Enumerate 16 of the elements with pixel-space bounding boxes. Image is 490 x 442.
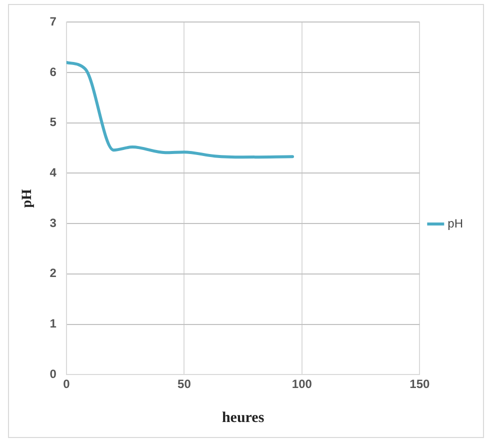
x-tick-label: 100	[292, 377, 312, 392]
y-tick-label: 0	[50, 366, 57, 381]
y-tick-label: 6	[50, 64, 57, 79]
y-tick-label: 2	[50, 266, 57, 280]
y-tick-label: 3	[50, 216, 57, 230]
x-tick-label: 150	[410, 377, 430, 392]
line-series	[66, 60, 294, 159]
x-tick-label: 50	[178, 377, 192, 392]
y-tick-label: 5	[50, 115, 57, 130]
legend-label: pH	[448, 216, 464, 230]
x-tick-label: 0	[63, 377, 70, 392]
y-tick-label: 4	[50, 166, 57, 180]
y-tick-label: 7	[50, 14, 57, 29]
y-axis-title: pH	[20, 188, 36, 208]
x-axis-title: heures	[222, 410, 264, 426]
y-tick-label: 1	[50, 316, 57, 331]
